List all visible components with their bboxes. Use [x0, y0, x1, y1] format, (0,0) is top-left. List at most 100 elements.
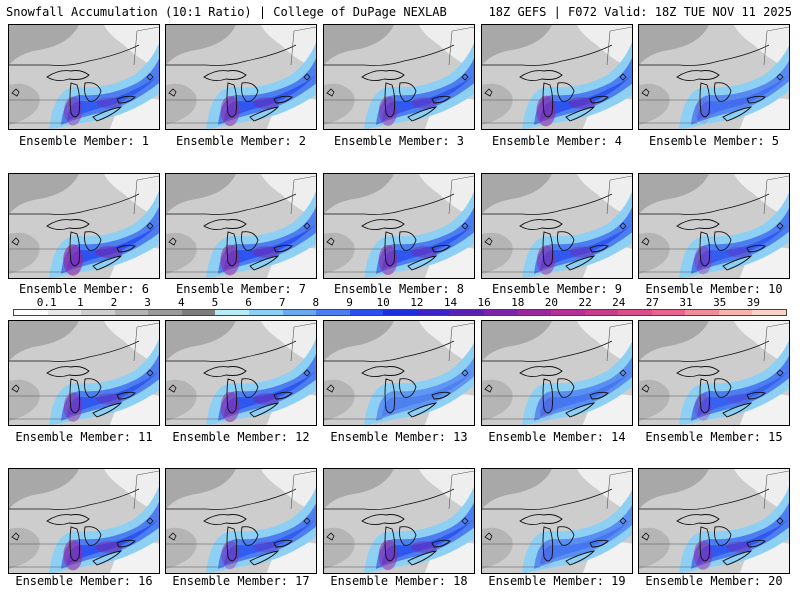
snowfall-map-graphic — [639, 174, 789, 278]
ensemble-member-caption: Ensemble Member: 8 — [333, 282, 465, 296]
snowfall-map-graphic — [166, 174, 316, 278]
map-title: Snowfall Accumulation (10:1 Ratio) | Col… — [6, 5, 447, 19]
ensemble-member-map — [323, 320, 475, 426]
legend-swatch — [47, 310, 82, 315]
snowfall-map-graphic — [639, 321, 789, 425]
legend-swatch — [148, 310, 182, 315]
ensemble-member-caption: Ensemble Member: 11 — [15, 430, 153, 444]
legend-tick-label: 12 — [410, 296, 424, 309]
ensemble-member-caption: Ensemble Member: 10 — [645, 282, 783, 296]
legend-tick-label: 4 — [177, 296, 185, 309]
ensemble-member-caption: Ensemble Member: 15 — [645, 430, 783, 444]
legend-tick-label: 7 — [278, 296, 286, 309]
snowfall-map-graphic — [482, 469, 632, 573]
legend-tick-label: 1 — [76, 296, 84, 309]
legend-tick-label: 39 — [746, 296, 760, 309]
model-valid-time: 18Z GEFS | F072 Valid: 18Z TUE NOV 11 20… — [488, 5, 792, 19]
snowfall-map-graphic — [9, 321, 159, 425]
legend-tick-label: 6 — [245, 296, 252, 309]
legend-swatch — [181, 310, 216, 315]
ensemble-member-map — [8, 24, 160, 130]
legend-tick-label: 14 — [443, 296, 458, 309]
legend-swatch — [618, 310, 652, 315]
legend-color-bar — [13, 309, 787, 316]
snowfall-map-graphic — [324, 469, 474, 573]
legend-tick-label: 10 — [376, 296, 390, 309]
legend-tick-label: 5 — [211, 296, 219, 309]
legend-swatch — [349, 310, 384, 315]
legend-tick-label: 24 — [612, 296, 626, 309]
legend-tick-label: 8 — [312, 296, 320, 309]
snowfall-map-graphic — [166, 25, 316, 129]
legend-swatch — [551, 310, 585, 315]
ensemble-member-map — [481, 24, 633, 130]
legend-tick-label: 31 — [679, 296, 693, 309]
ensemble-member-map — [323, 24, 475, 130]
ensemble-member-caption: Ensemble Member: 12 — [172, 430, 310, 444]
legend-swatch — [14, 310, 48, 315]
snowfall-map-graphic — [639, 469, 789, 573]
ensemble-member-map — [165, 24, 317, 130]
ensemble-member-map — [481, 320, 633, 426]
legend-swatch — [685, 310, 719, 315]
snowfall-map-graphic — [9, 174, 159, 278]
legend-swatch — [282, 310, 317, 315]
snowfall-map-graphic — [166, 321, 316, 425]
snowfall-map-graphic — [324, 25, 474, 129]
ensemble-member-map — [638, 173, 790, 279]
snowfall-map-graphic — [324, 321, 474, 425]
ensemble-member-map — [323, 468, 475, 574]
legend-tick-label: 0.1 — [36, 296, 57, 309]
ensemble-member-caption: Ensemble Member: 14 — [488, 430, 626, 444]
legend-swatch — [483, 310, 518, 315]
snowfall-map-graphic — [324, 174, 474, 278]
ensemble-member-caption: Ensemble Member: 9 — [491, 282, 623, 296]
ensemble-member-caption: Ensemble Member: 7 — [175, 282, 307, 296]
snowfall-map-graphic — [9, 469, 159, 573]
ensemble-member-caption: Ensemble Member: 1 — [18, 134, 150, 148]
ensemble-member-map — [8, 173, 160, 279]
ensemble-member-map — [8, 320, 160, 426]
legend-swatch — [752, 310, 786, 315]
legend-swatch — [316, 310, 350, 315]
ensemble-member-caption: Ensemble Member: 20 — [645, 574, 783, 588]
snowfall-map-graphic — [482, 174, 632, 278]
legend-swatch — [718, 310, 753, 315]
legend-swatch — [584, 310, 619, 315]
legend-swatch — [383, 310, 417, 315]
ensemble-member-map — [8, 468, 160, 574]
legend-swatch — [81, 310, 115, 315]
ensemble-member-map — [638, 468, 790, 574]
snowfall-map-graphic — [482, 321, 632, 425]
legend-tick-label: 9 — [346, 296, 353, 309]
snowfall-map-graphic — [482, 25, 632, 129]
legend-tick-label: 27 — [645, 296, 660, 309]
legend-swatch — [416, 310, 451, 315]
ensemble-member-map — [638, 320, 790, 426]
snowfall-color-legend: 0.1 1 2 3 4 5 6 7 8 9 10 12 14 16 18 20 22 24 27 31 35 39 — [13, 296, 787, 318]
legend-tick-label: 3 — [144, 296, 151, 309]
ensemble-member-caption: Ensemble Member: 19 — [488, 574, 626, 588]
ensemble-member-map — [481, 468, 633, 574]
ensemble-member-caption: Ensemble Member: 5 — [648, 134, 780, 148]
ensemble-member-caption: Ensemble Member: 4 — [491, 134, 623, 148]
ensemble-member-caption: Ensemble Member: 13 — [330, 430, 468, 444]
ensemble-member-map — [323, 173, 475, 279]
legend-tick-label: 16 — [477, 296, 491, 309]
ensemble-member-caption: Ensemble Member: 18 — [330, 574, 468, 588]
ensemble-member-caption: Ensemble Member: 6 — [18, 282, 150, 296]
legend-tick-label: 35 — [713, 296, 727, 309]
ensemble-member-caption: Ensemble Member: 17 — [172, 574, 310, 588]
snowfall-map-graphic — [166, 469, 316, 573]
legend-tick-label: 18 — [511, 296, 525, 309]
legend-tick-label: 20 — [544, 296, 559, 309]
legend-swatch — [517, 310, 551, 315]
ensemble-member-map — [481, 173, 633, 279]
legend-swatch — [114, 310, 149, 315]
ensemble-member-map — [165, 320, 317, 426]
legend-swatch — [651, 310, 686, 315]
ensemble-member-caption: Ensemble Member: 3 — [333, 134, 465, 148]
ensemble-member-caption: Ensemble Member: 16 — [15, 574, 153, 588]
snowfall-map-graphic — [639, 25, 789, 129]
snowfall-map-graphic — [9, 25, 159, 129]
